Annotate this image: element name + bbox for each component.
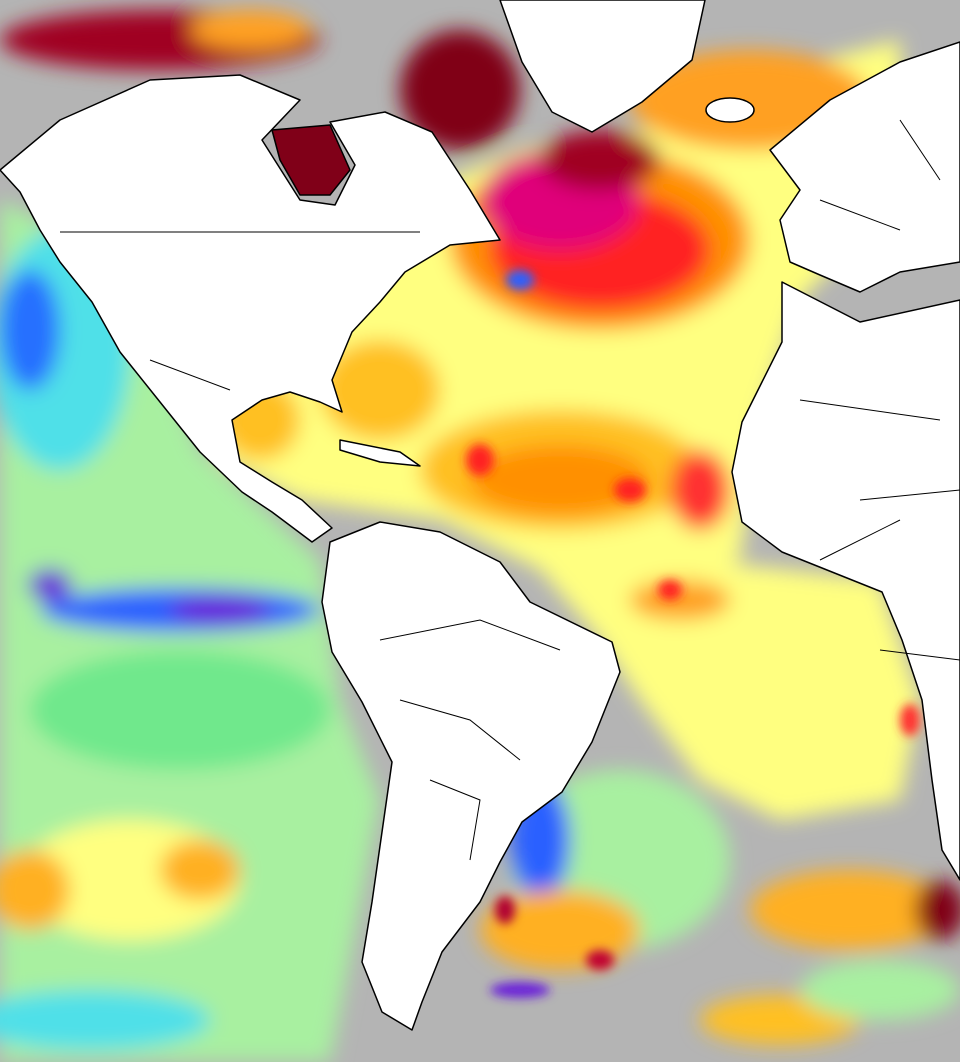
- anomaly-blue: [506, 270, 534, 290]
- anomaly-orange: [190, 10, 310, 50]
- land-hudson-bay: [271, 124, 351, 196]
- land-south-america: [321, 521, 621, 1031]
- anomaly-red: [670, 450, 730, 530]
- anomaly-orange: [750, 870, 950, 950]
- land-iceland: [705, 97, 755, 123]
- anomaly-purple: [170, 596, 270, 624]
- anomaly-orange: [160, 840, 240, 900]
- anomaly-red: [658, 580, 682, 600]
- anomaly-red: [466, 444, 494, 476]
- landmasses: [0, 0, 960, 1031]
- land-europe: [769, 41, 960, 293]
- anomaly-orange: [470, 445, 650, 515]
- anomaly-blue: [0, 270, 60, 390]
- anomaly-yellow: [540, 560, 920, 820]
- anomaly-spots: [466, 270, 920, 998]
- land-caribbean-islands: [339, 439, 421, 467]
- anomaly-dark-red: [400, 30, 520, 150]
- land-north-america: [0, 74, 501, 543]
- anomaly-red: [614, 478, 646, 502]
- anomaly-orange: [320, 340, 440, 440]
- anomaly-green: [30, 650, 330, 770]
- anomaly-dark-red: [540, 130, 660, 190]
- country-borders: [60, 119, 960, 861]
- anomaly-cyan: [0, 990, 210, 1050]
- anomaly-purple: [490, 982, 550, 998]
- land-greenland: [499, 0, 706, 133]
- anomaly-orange: [0, 850, 70, 930]
- anomaly-orange: [630, 580, 730, 620]
- anomaly-green: [800, 960, 960, 1020]
- anomaly-dark-red: [915, 880, 960, 940]
- anomaly-dark-red: [586, 950, 614, 970]
- land-africa: [731, 281, 960, 881]
- anomaly-purple: [28, 569, 72, 601]
- anomaly-red: [900, 704, 920, 736]
- anomaly-dark-red: [495, 896, 515, 924]
